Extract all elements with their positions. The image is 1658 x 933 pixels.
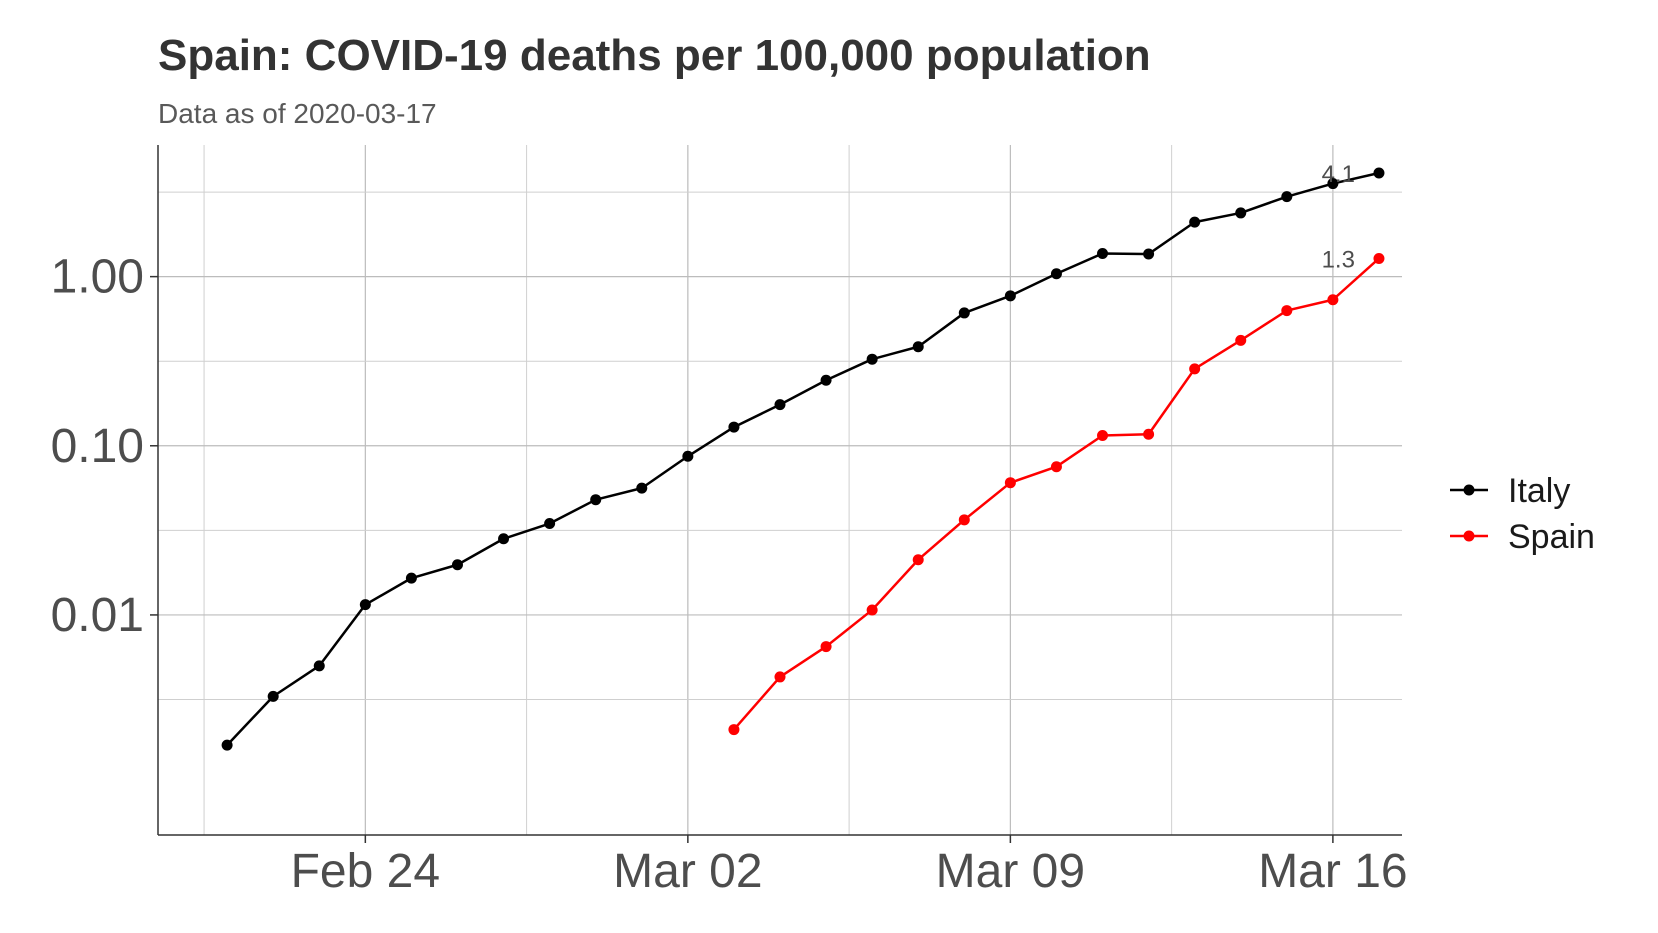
x-tick-label: Mar 09 xyxy=(936,845,1085,898)
data-point xyxy=(959,514,970,525)
data-point xyxy=(1373,167,1384,178)
series-line-italy xyxy=(227,173,1379,745)
legend-label: Spain xyxy=(1508,518,1595,556)
x-tick-label: Feb 24 xyxy=(291,845,440,898)
legend-item-italy: Italy xyxy=(1450,472,1570,510)
data-point xyxy=(268,691,279,702)
grid xyxy=(158,145,1402,835)
data-point xyxy=(1373,253,1384,264)
data-point xyxy=(821,641,832,652)
data-point xyxy=(1281,305,1292,316)
legend-label: Italy xyxy=(1508,472,1570,510)
legend-item-spain: Spain xyxy=(1450,518,1595,556)
data-point xyxy=(1235,335,1246,346)
legend: Italy Spain xyxy=(1450,472,1595,556)
chart-title: Spain: COVID-19 deaths per 100,000 popul… xyxy=(158,31,1151,80)
data-point xyxy=(452,559,463,570)
data-point xyxy=(590,494,601,505)
data-point xyxy=(1189,217,1200,228)
data-point xyxy=(1235,207,1246,218)
data-point xyxy=(1189,363,1200,374)
data-point xyxy=(728,422,739,433)
legend-marker xyxy=(1464,485,1475,496)
data-point xyxy=(360,599,371,610)
data-point xyxy=(959,307,970,318)
data-point xyxy=(498,533,509,544)
series: 4.1 1.3 xyxy=(222,161,1385,751)
data-point xyxy=(222,740,233,751)
data-point xyxy=(913,554,924,565)
data-point xyxy=(1143,429,1154,440)
series-line-spain xyxy=(734,258,1379,729)
chart-subtitle: Data as of 2020-03-17 xyxy=(158,98,437,129)
x-tick-label: Mar 02 xyxy=(613,845,762,898)
data-point xyxy=(867,604,878,615)
data-point xyxy=(728,724,739,735)
data-point xyxy=(821,375,832,386)
y-tick-label: 1.00 xyxy=(51,251,144,304)
data-point xyxy=(1097,248,1108,259)
series-spain: 1.3 xyxy=(728,246,1384,735)
data-point xyxy=(1143,249,1154,260)
data-point xyxy=(314,660,325,671)
data-point xyxy=(1097,430,1108,441)
data-point xyxy=(1051,461,1062,472)
end-value-label: 1.3 xyxy=(1322,246,1355,273)
data-point xyxy=(406,573,417,584)
axes: Feb 24 Mar 02 Mar 09 Mar 16 0.01 0.10 1.00 xyxy=(51,145,1408,898)
end-value-label: 4.1 xyxy=(1322,161,1355,188)
x-tick-label: Mar 16 xyxy=(1258,845,1407,898)
data-point xyxy=(636,483,647,494)
data-point xyxy=(544,518,555,529)
y-tick-label: 0.01 xyxy=(51,589,144,642)
data-point xyxy=(1327,294,1338,305)
data-point xyxy=(1051,268,1062,279)
data-point xyxy=(1005,290,1016,301)
data-point xyxy=(682,451,693,462)
data-point xyxy=(867,354,878,365)
data-point xyxy=(913,341,924,352)
data-point xyxy=(775,399,786,410)
data-point xyxy=(1005,477,1016,488)
data-point xyxy=(775,671,786,682)
y-tick-label: 0.10 xyxy=(51,420,144,473)
legend-marker xyxy=(1464,531,1475,542)
data-point xyxy=(1281,191,1292,202)
